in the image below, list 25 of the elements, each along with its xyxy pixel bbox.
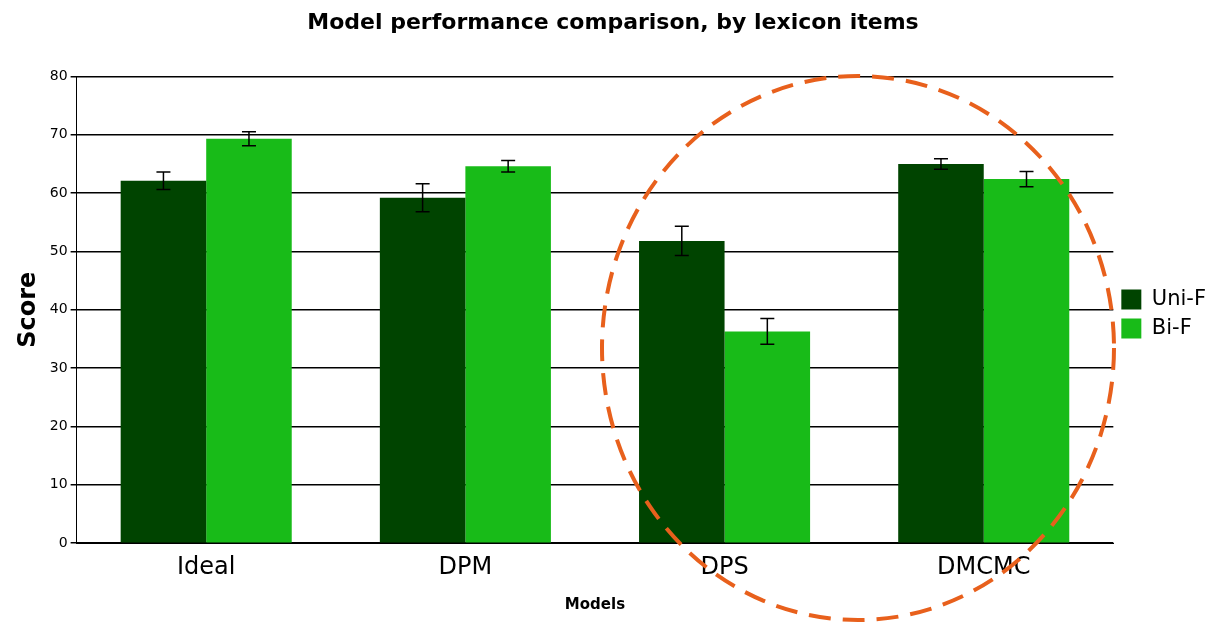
bar (983, 179, 1070, 543)
y-tick-label: 40 (49, 300, 68, 317)
y-tick-label: 30 (49, 358, 68, 375)
bar (724, 331, 811, 543)
bar (465, 166, 551, 543)
y-tick-label: 60 (49, 183, 68, 200)
bar (206, 138, 292, 543)
bar (120, 180, 207, 543)
x-axis-title: Models (564, 594, 626, 613)
y-tick-label: 80 (49, 67, 68, 84)
bar (639, 240, 725, 543)
bar (379, 197, 466, 543)
x-tick-label: Ideal (176, 551, 236, 580)
y-tick-label: 10 (49, 475, 68, 492)
x-tick-label: DPS (700, 551, 749, 580)
y-tick-label: 0 (58, 533, 68, 550)
y-tick-label: 50 (49, 242, 68, 259)
y-tick-label: 20 (49, 417, 68, 434)
y-tick-label: 70 (49, 125, 68, 142)
legend-label: Uni-F (1151, 285, 1206, 310)
y-axis-title: Score (12, 271, 41, 348)
legend-label: Bi-F (1151, 314, 1192, 339)
chart-title: Model performance comparison, by lexicon items (307, 8, 919, 34)
bar (898, 163, 984, 543)
x-tick-label: DPM (438, 551, 493, 580)
